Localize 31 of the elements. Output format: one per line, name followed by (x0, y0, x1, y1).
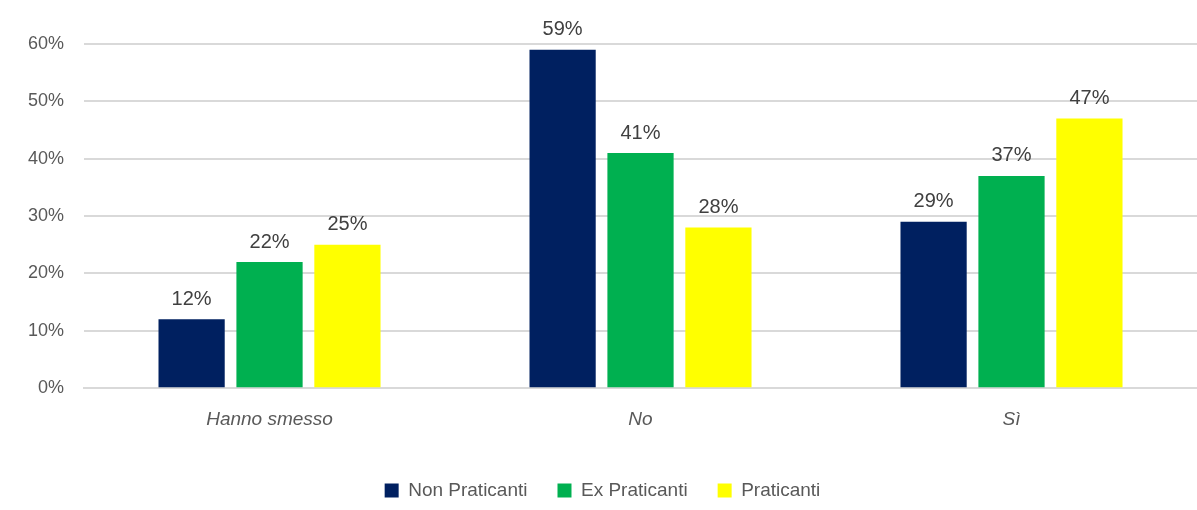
y-tick-label: 0% (38, 377, 65, 398)
data-label: 25% (327, 212, 368, 235)
x-tick-label: No (628, 407, 653, 429)
data-label: 22% (249, 229, 290, 252)
y-tick-label: 40% (28, 147, 65, 168)
legend-label: Non Praticanti (408, 478, 528, 500)
bar (900, 221, 967, 388)
data-label: 41% (620, 120, 661, 143)
x-tick-label: Sì (1002, 407, 1021, 429)
bar (236, 261, 303, 388)
bar (978, 175, 1045, 388)
bar (607, 153, 674, 388)
x-tick-label: Hanno smesso (206, 407, 333, 429)
bar (1056, 118, 1123, 388)
data-label: 47% (1069, 86, 1110, 109)
legend-label: Ex Praticanti (580, 478, 688, 500)
y-tick-label: 10% (28, 319, 65, 340)
y-tick-label: 50% (28, 90, 65, 111)
data-label: 29% (913, 189, 954, 212)
bar (529, 49, 596, 388)
bar (685, 227, 752, 388)
y-tick-label: 20% (28, 262, 65, 283)
data-label: 12% (171, 286, 212, 309)
data-label: 37% (991, 143, 1032, 166)
bar (158, 319, 225, 388)
data-label: 28% (698, 195, 739, 218)
y-tick-label: 30% (28, 205, 65, 226)
data-label: 59% (542, 17, 583, 40)
y-tick-label: 60% (28, 32, 65, 53)
bar (314, 244, 381, 388)
legend-label: Praticanti (741, 478, 821, 500)
